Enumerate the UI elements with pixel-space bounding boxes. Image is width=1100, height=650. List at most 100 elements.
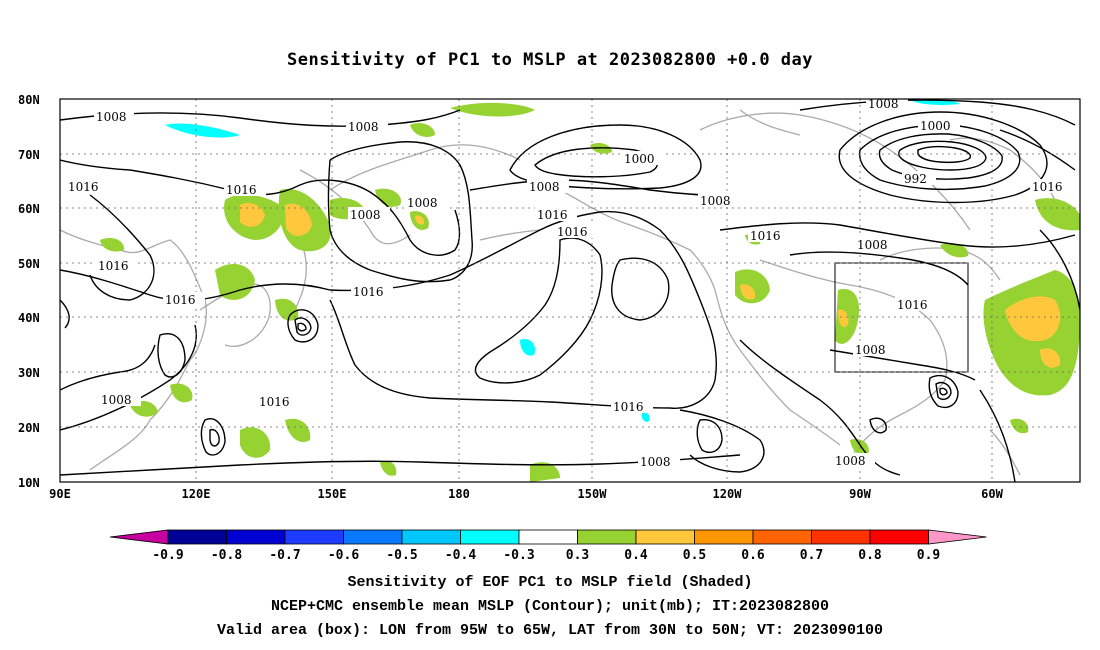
svg-text:1016: 1016 — [165, 293, 196, 307]
colorbar-swatch — [226, 529, 286, 545]
svg-text:1016: 1016 — [613, 400, 644, 414]
latitude-labels: 80N 70N 60N 50N 40N 30N 20N 10N — [18, 93, 40, 490]
colorbar-label: -0.5 — [386, 548, 417, 563]
contour-label: 1016 — [611, 399, 653, 414]
colorbar-label: -0.6 — [328, 548, 359, 563]
colorbar-swatch — [460, 529, 520, 545]
contour-label: 1008 — [348, 207, 390, 222]
svg-text:1016: 1016 — [557, 225, 588, 239]
contour-label: 1016 — [257, 394, 299, 409]
colorbar-swatch — [811, 529, 871, 545]
svg-text:1008: 1008 — [700, 194, 731, 208]
map-frame — [59, 98, 1081, 483]
svg-text:1008: 1008 — [96, 110, 127, 124]
svg-text:1016: 1016 — [226, 183, 257, 197]
lon-label: 90W — [849, 487, 871, 501]
contour-label: 1016 — [895, 297, 937, 312]
svg-text:1008: 1008 — [350, 208, 381, 222]
lon-label: 180 — [448, 487, 470, 501]
colorbar-swatch — [635, 529, 695, 545]
colorbar-over-triangle — [928, 529, 987, 545]
lat-label: 80N — [18, 93, 40, 107]
contour-label: 1008 — [99, 392, 141, 407]
contour-label: 1008 — [94, 109, 134, 124]
contour-label: 1016 — [163, 292, 205, 307]
contour-label: 1016 — [224, 182, 266, 197]
colorbar-label: -0.4 — [445, 548, 476, 563]
lat-label: 10N — [18, 476, 40, 490]
svg-text:1016: 1016 — [537, 208, 568, 222]
colorbar-label: 0.5 — [683, 548, 706, 563]
colorbar: -0.9 -0.8 -0.7 -0.6 -0.5 -0.4 -0.3 0.3 0.4 0.5 0.6… — [109, 529, 987, 563]
colorbar-swatch — [577, 529, 637, 545]
colorbar-label: -0.3 — [503, 548, 534, 563]
colorbar-label: -0.8 — [211, 548, 242, 563]
svg-text:1008: 1008 — [640, 455, 671, 469]
svg-text:1016: 1016 — [98, 259, 129, 273]
svg-text:1016: 1016 — [750, 229, 781, 243]
lat-label: 70N — [18, 148, 40, 162]
contour-label: 1008 — [638, 454, 680, 469]
colorbar-swatch — [694, 529, 754, 545]
svg-text:1000: 1000 — [920, 119, 951, 133]
colorbar-swatch — [401, 529, 461, 545]
longitude-labels: 90E 120E 150E 180 150W 120W 90W 60W — [49, 487, 1003, 501]
svg-text:1008: 1008 — [835, 454, 866, 468]
caption-line-2: NCEP+CMC ensemble mean MSLP (Contour); u… — [270, 598, 830, 615]
colorbar-swatch — [869, 529, 929, 545]
svg-text:1008: 1008 — [855, 343, 886, 357]
mslp-contours — [60, 99, 1080, 482]
svg-text:1016: 1016 — [259, 395, 290, 409]
colorbar-label: -0.7 — [269, 548, 300, 563]
svg-text:1008: 1008 — [348, 120, 379, 134]
svg-text:1016: 1016 — [68, 180, 99, 194]
colorbar-label: 0.6 — [741, 548, 765, 563]
lon-label: 60W — [981, 487, 1003, 501]
svg-text:1008: 1008 — [857, 238, 888, 252]
colorbar-swatch — [284, 529, 344, 545]
contour-label: 1016 — [96, 258, 138, 273]
contour-label: 1016 — [535, 207, 577, 222]
contour-label: 1008 — [855, 237, 897, 252]
lat-label: 60N — [18, 202, 40, 216]
svg-text:1016: 1016 — [1032, 180, 1063, 194]
colorbar-label: 0.9 — [917, 548, 940, 563]
map-title: Sensitivity of PC1 to MSLP at 2023082800… — [286, 50, 813, 70]
colorbar-label: 0.3 — [566, 548, 589, 563]
colorbar-under-triangle — [109, 529, 169, 545]
contour-label: 1000 — [622, 151, 664, 166]
svg-text:1008: 1008 — [407, 196, 438, 210]
contour-label: 1008 — [527, 179, 569, 194]
lat-label: 20N — [18, 421, 40, 435]
lon-label: 90E — [49, 487, 71, 501]
colorbar-label: -0.9 — [152, 548, 183, 563]
contour-label: 1016 — [1030, 179, 1072, 194]
svg-text:1008: 1008 — [529, 180, 560, 194]
svg-text:1008: 1008 — [101, 393, 132, 407]
colorbar-swatch — [518, 529, 578, 545]
contour-label: 1008 — [698, 193, 740, 208]
contour-label: 1016 — [66, 179, 106, 194]
lat-label: 30N — [18, 366, 40, 380]
svg-text:1016: 1016 — [353, 285, 384, 299]
svg-text:1016: 1016 — [897, 298, 928, 312]
contour-label: 992 — [902, 171, 936, 186]
map-plot-area — [60, 99, 1080, 482]
contour-label: 1008 — [346, 119, 388, 134]
contour-label: 1008 — [853, 342, 895, 357]
contour-label: 1008 — [833, 453, 875, 468]
contour-label: 1016 — [351, 284, 393, 299]
sensitivity-shading — [100, 99, 1080, 482]
svg-text:1008: 1008 — [868, 97, 899, 111]
lon-label: 150E — [318, 487, 347, 501]
lon-label: 120W — [713, 487, 743, 501]
colorbar-label: 0.8 — [858, 548, 882, 563]
colorbar-label: 0.7 — [800, 548, 823, 563]
svg-text:992: 992 — [904, 172, 927, 186]
caption-line-1: Sensitivity of EOF PC1 to MSLP field (Sh… — [347, 574, 753, 591]
contour-label: 1008 — [405, 195, 447, 210]
contour-label: 1000 — [918, 118, 960, 133]
contour-label: 1008 — [866, 97, 908, 111]
colorbar-swatch — [167, 529, 227, 545]
